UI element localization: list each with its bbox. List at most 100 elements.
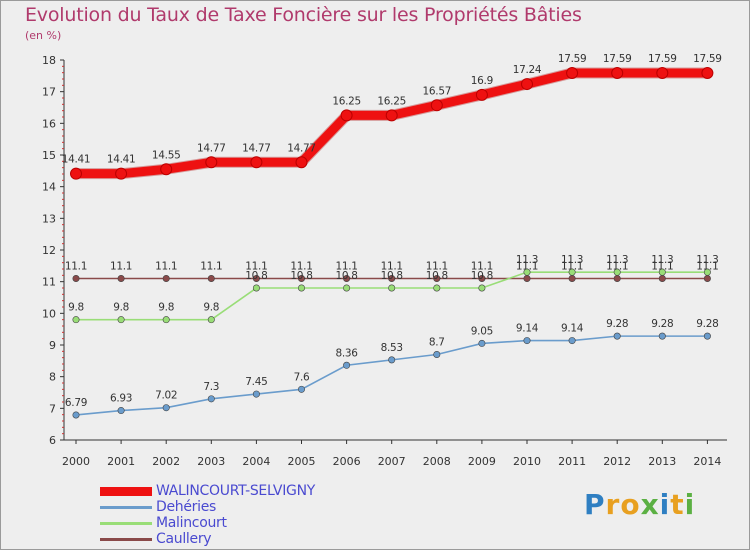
data-label: 9.14 [516, 323, 539, 335]
data-label: 11.3 [696, 254, 718, 266]
data-label: 14.77 [287, 142, 316, 154]
data-point [658, 332, 666, 340]
data-label: 11.1 [516, 261, 538, 273]
data-point [478, 339, 486, 347]
y-tick-label: 10 [42, 307, 56, 320]
data-point [523, 268, 531, 276]
data-label: 14.41 [62, 154, 91, 166]
data-label: 14.55 [152, 149, 181, 161]
data-point [162, 404, 170, 412]
data-point [117, 316, 125, 324]
logo-letter: o [620, 488, 641, 521]
chart-title: Evolution du Taux de Taxe Foncière sur l… [25, 4, 582, 26]
data-point [701, 66, 714, 79]
data-point [160, 163, 173, 176]
data-point [568, 268, 576, 276]
x-tick-label: 2011 [558, 455, 586, 468]
data-point [568, 274, 576, 282]
data-point [430, 99, 443, 112]
data-point [478, 274, 486, 282]
data-label: 11.3 [606, 254, 628, 266]
data-label: 11.1 [426, 261, 448, 273]
data-point [117, 407, 125, 415]
data-point [388, 356, 396, 364]
data-point [433, 350, 441, 358]
x-tick-label: 2000 [62, 455, 90, 468]
logo-letter: i [659, 488, 671, 521]
x-tick-label: 2010 [513, 455, 541, 468]
legend-swatch-malincourt [100, 522, 152, 525]
data-label: 11.1 [200, 261, 222, 273]
series-deh-ries: 6.79 6.93 7.02 7.3 7.45 7.6 8.36 8.53 8.7 9.05 9.1… [65, 318, 719, 419]
x-tick-label: 2007 [378, 455, 406, 468]
data-point [207, 395, 215, 403]
y-tick-label: 7 [49, 402, 56, 415]
data-label: 9.8 [158, 302, 174, 314]
data-label: 9.28 [606, 318, 628, 330]
data-label: 11.1 [381, 261, 403, 273]
y-tick-label: 18 [42, 54, 56, 67]
y-tick-label: 6 [49, 434, 56, 447]
data-label: 10.8 [245, 270, 267, 282]
data-label: 11.3 [516, 254, 538, 266]
data-label: 14.41 [107, 154, 136, 166]
data-point [252, 274, 260, 282]
data-label: 17.59 [558, 53, 587, 65]
data-label: 6.93 [110, 393, 132, 405]
data-label: 10.8 [290, 270, 312, 282]
series-caullery: 11.1 11.1 11.1 11.1 11.1 11.1 11.1 11.1 11.1 11.1… [65, 261, 719, 282]
x-tick-label: 2012 [603, 455, 631, 468]
x-tick-label: 2009 [468, 455, 496, 468]
data-label: 7.45 [245, 376, 267, 388]
y-tick-label: 9 [49, 339, 56, 352]
data-point [385, 109, 398, 122]
data-point [295, 156, 308, 169]
data-label: 9.28 [651, 318, 673, 330]
data-label: 11.1 [651, 261, 673, 273]
data-point [162, 274, 170, 282]
y-tick-label: 11 [42, 276, 56, 289]
data-label: 10.8 [471, 270, 493, 282]
data-point [523, 337, 531, 345]
data-point [207, 274, 215, 282]
x-tick-label: 2014 [693, 455, 721, 468]
legend-label-caullery: Caullery [156, 531, 212, 547]
data-point [72, 274, 80, 282]
y-tick-label: 17 [42, 86, 56, 99]
data-point [297, 284, 305, 292]
data-label: 17.59 [648, 53, 677, 65]
data-point [658, 274, 666, 282]
data-point [568, 337, 576, 345]
data-label: 8.7 [429, 337, 445, 349]
data-point [521, 78, 533, 91]
data-point [703, 274, 711, 282]
data-label: 9.14 [561, 323, 584, 335]
data-point [205, 156, 218, 169]
data-point [250, 156, 263, 169]
data-label: 11.1 [110, 261, 132, 273]
legend-swatch-walincourt [100, 487, 152, 496]
data-point [613, 268, 621, 276]
x-tick-label: 2003 [197, 455, 225, 468]
data-point [475, 88, 488, 101]
data-label: 10.8 [426, 270, 448, 282]
data-label: 11.1 [155, 261, 177, 273]
data-label: 11.1 [245, 261, 267, 273]
data-point [388, 274, 396, 282]
y-tick-label: 15 [42, 149, 56, 162]
proxiti-logo: Proxiti [584, 488, 695, 521]
x-tick-label: 2005 [288, 455, 316, 468]
data-point [297, 274, 305, 282]
data-label: 10.8 [336, 270, 358, 282]
data-label: 11.3 [561, 254, 583, 266]
legend-label-malincourt: Malincourt [156, 515, 227, 531]
data-label: 17.59 [693, 53, 722, 65]
legend-label-deheries: Dehéries [156, 499, 217, 515]
logo-letter: t [670, 488, 685, 521]
x-tick-label: 2008 [423, 455, 451, 468]
data-label: 7.3 [203, 381, 219, 393]
data-point [340, 109, 353, 122]
data-label: 14.77 [242, 142, 271, 154]
